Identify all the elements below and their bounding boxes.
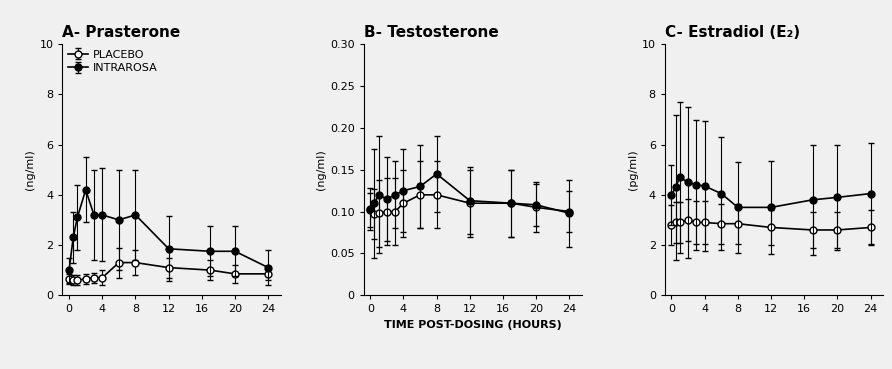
Y-axis label: (pg/ml): (pg/ml) (628, 149, 638, 190)
Text: C- Estradiol (E₂): C- Estradiol (E₂) (665, 25, 800, 40)
X-axis label: TIME POST-DOSING (HOURS): TIME POST-DOSING (HOURS) (384, 320, 562, 330)
Legend: PLACEBO, INTRAROSA: PLACEBO, INTRAROSA (68, 50, 157, 73)
Text: A- Prasterone: A- Prasterone (62, 25, 181, 40)
Y-axis label: (ng/ml): (ng/ml) (25, 149, 36, 190)
Y-axis label: (ng/ml): (ng/ml) (316, 149, 326, 190)
Text: B- Testosterone: B- Testosterone (364, 25, 499, 40)
